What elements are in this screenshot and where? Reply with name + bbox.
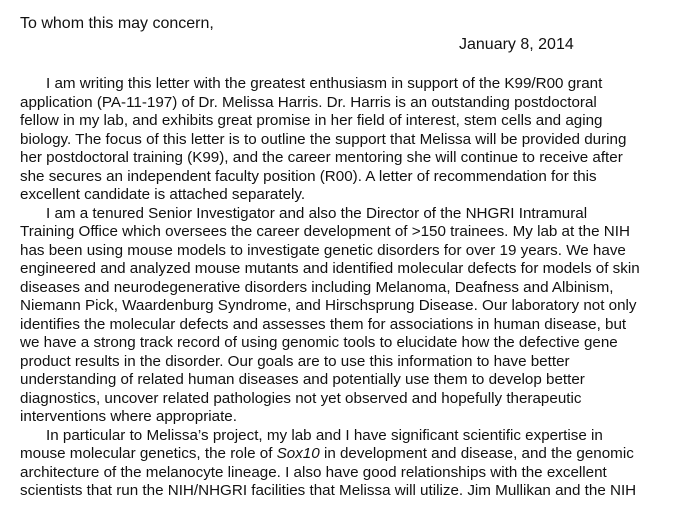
body-line: biology. The focus of this letter is to … [20, 130, 627, 148]
body-line: architecture of the melanocyte lineage. … [20, 463, 607, 481]
body-line: identifies the molecular defects and ass… [20, 315, 627, 333]
body-line: product results in the disorder. Our goa… [20, 352, 570, 370]
body-line: scientists that run the NIH/NHGRI facili… [20, 482, 637, 499]
body-line: engineered and analyzed mouse mutants an… [20, 260, 640, 277]
body-line: application (PA-11-197) of Dr. Melissa H… [20, 93, 597, 111]
letter-date: January 8, 2014 [459, 36, 574, 53]
body-line: understanding of related human diseases … [20, 371, 585, 388]
gene-name-italic: Sox10 [276, 445, 320, 462]
body-line: diagnostics, uncover related pathologies… [20, 389, 582, 407]
body-line: Training Office which oversees the caree… [20, 223, 630, 240]
letter-body: I am writing this letter with the greate… [20, 75, 680, 501]
body-line: she secures an independent faculty posit… [20, 167, 597, 185]
body-line: diseases and neurodegenerative disorders… [20, 278, 614, 296]
body-line: interventions where appropriate. [20, 408, 237, 425]
body-line: we have a strong track record of using g… [20, 334, 618, 351]
body-line: her postdoctoral training (K99), and the… [20, 149, 623, 166]
body-line: fellow in my lab, and exhibits great pro… [20, 112, 603, 129]
body-line: Niemann Pick, Waardenburg Syndrome, and … [20, 297, 637, 314]
body-line: I am writing this letter with the greate… [46, 75, 603, 92]
body-line: In particular to Melissa’s project, my l… [46, 426, 603, 444]
body-text-segment: mouse molecular genetics, the role of [20, 445, 277, 462]
body-line: excellent candidate is attached separate… [20, 186, 306, 203]
body-line: has been using mouse models to investiga… [20, 241, 626, 259]
body-line-with-italic: mouse molecular genetics, the role of So… [20, 445, 680, 464]
salutation: To whom this may concern, [20, 15, 214, 32]
body-line: I am a tenured Senior Investigator and a… [46, 204, 588, 222]
body-text-segment: in development and disease, and the geno… [319, 445, 634, 462]
